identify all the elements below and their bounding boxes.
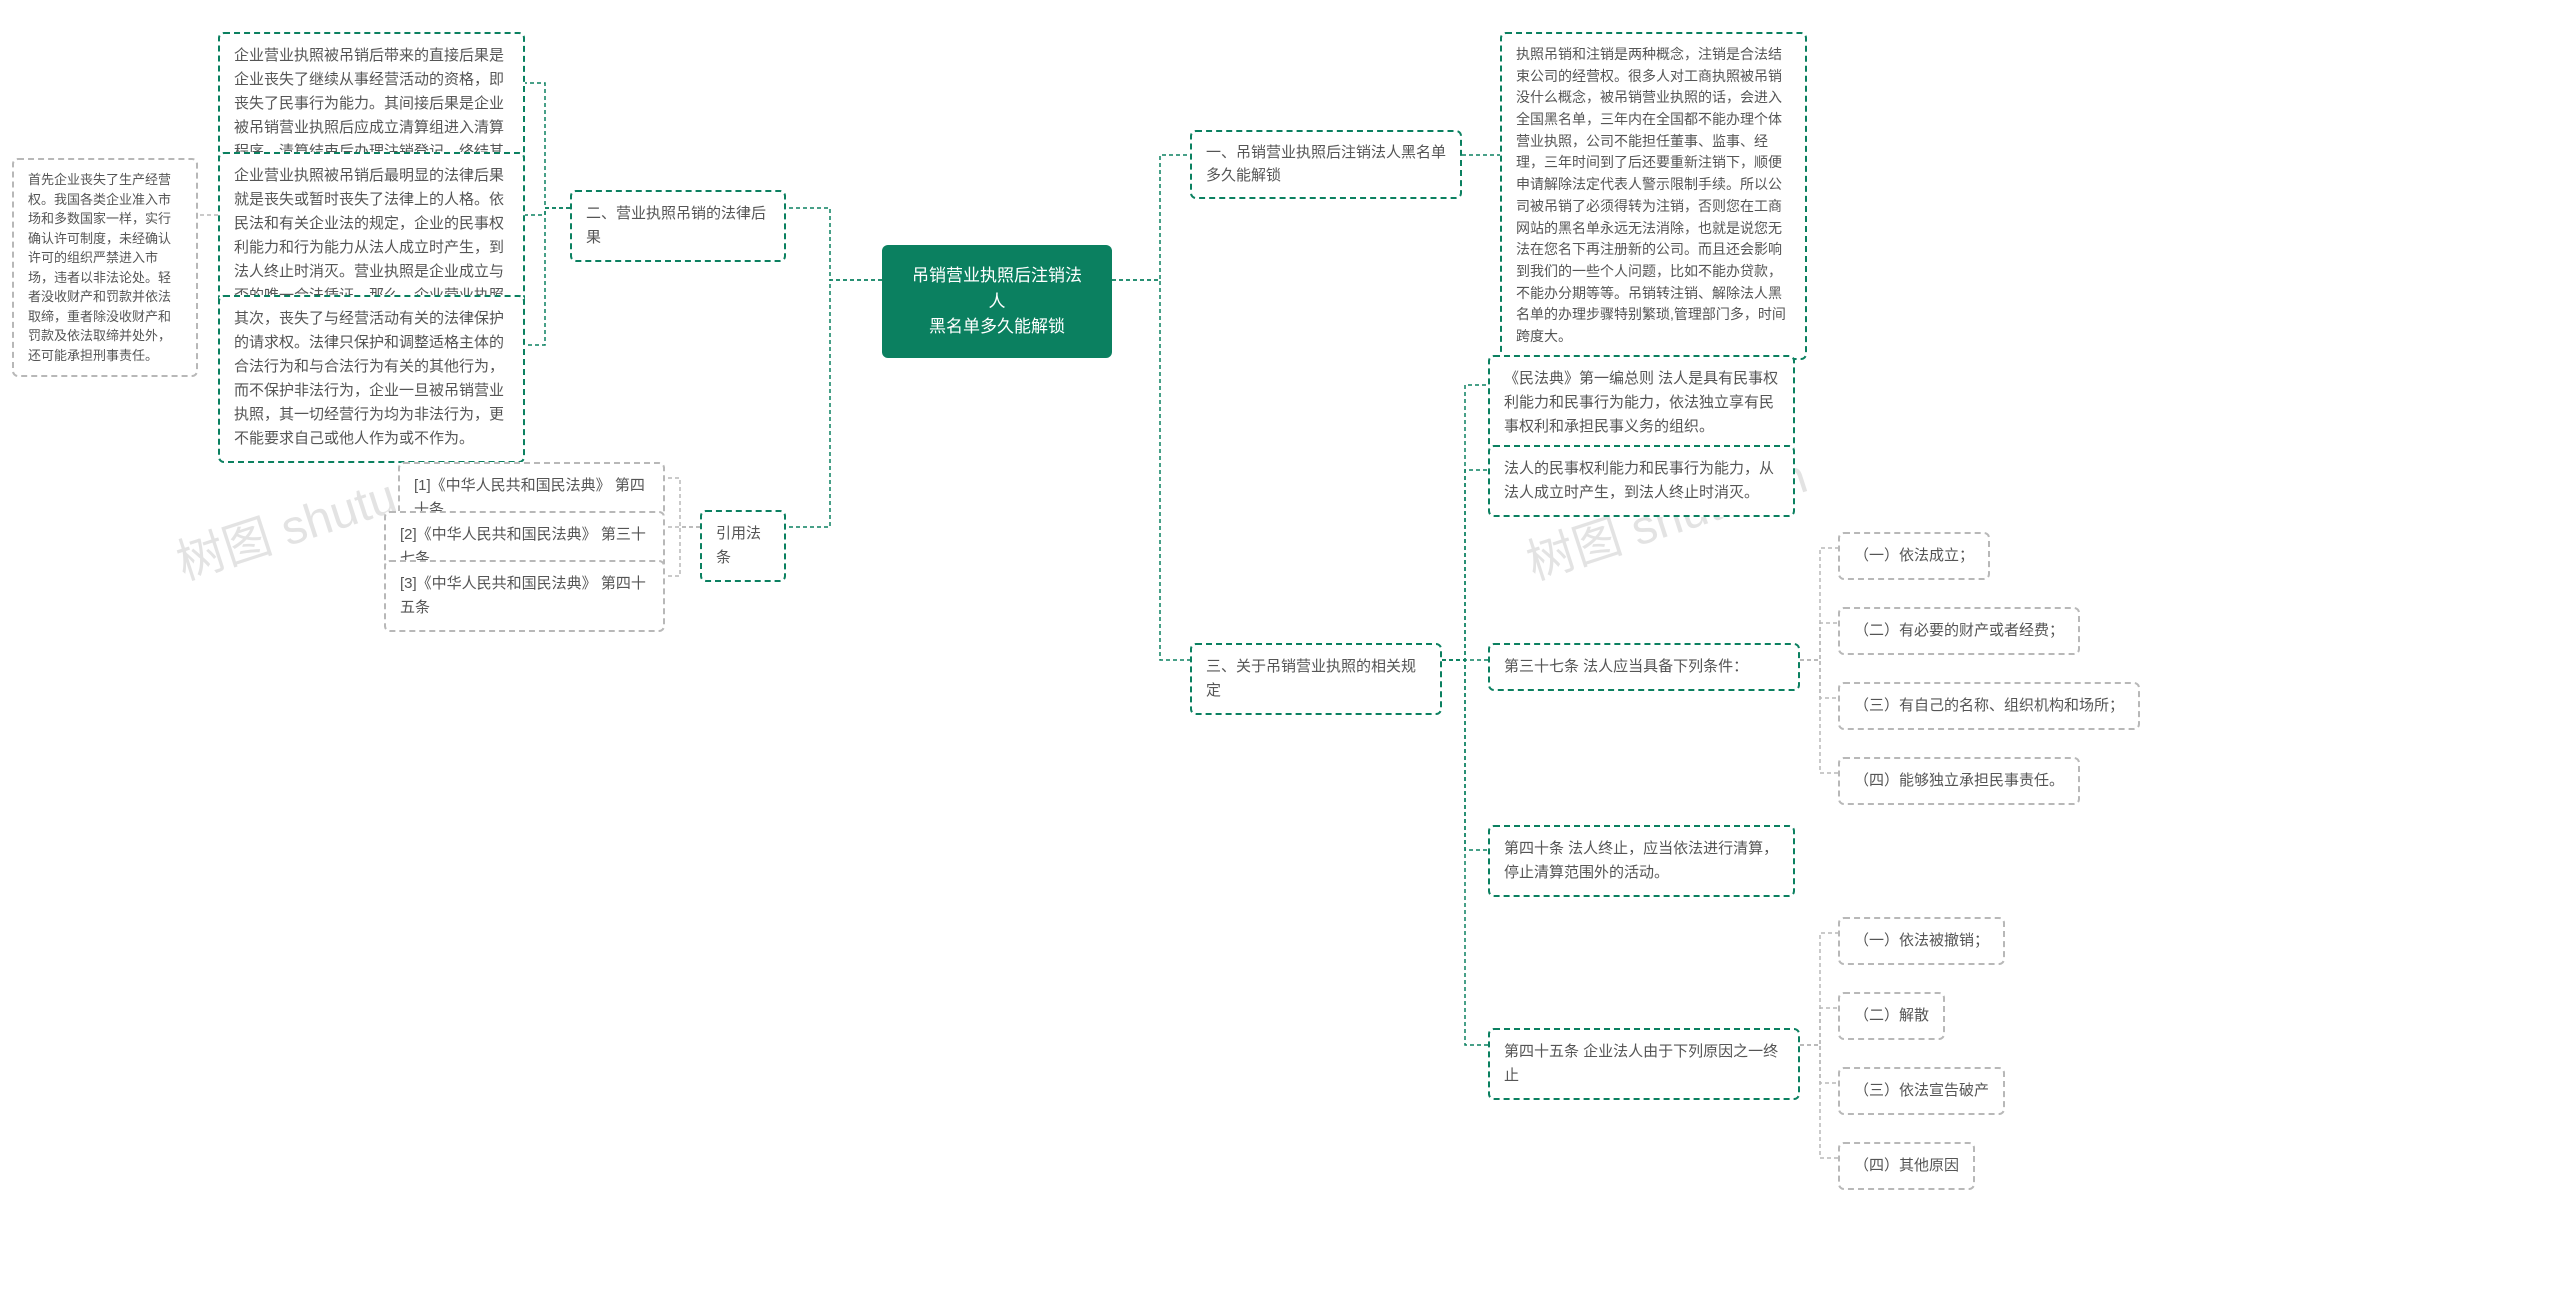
b3-c3-item-4: （四）能够独立承担民事责任。 [1838,757,2080,805]
root-title-1: 吊销营业执照后注销法人 [904,263,1090,314]
branch-2-child-2-sub: 首先企业丧失了生产经营权。我国各类企业准入市场和多数国家一样，实行确认许可制度，… [12,158,198,377]
branch-3-child-3: 第三十七条 法人应当具备下列条件： [1488,643,1800,691]
root-title-2: 黑名单多久能解锁 [904,314,1090,340]
branch-1: 一、吊销营业执照后注销法人黑名单多久能解锁 [1190,130,1462,199]
citations: 引用法条 [700,510,786,582]
branch-3-child-5: 第四十五条 企业法人由于下列原因之一终止 [1488,1028,1800,1100]
b3-c5-item-4: （四）其他原因 [1838,1142,1975,1190]
b3-c3-item-2: （二）有必要的财产或者经费； [1838,607,2080,655]
b3-c5-item-3: （三）依法宣告破产 [1838,1067,2005,1115]
b3-c3-item-3: （三）有自己的名称、组织机构和场所； [1838,682,2140,730]
branch-3-child-2: 法人的民事权利能力和民事行为能力，从法人成立时产生，到法人终止时消灭。 [1488,445,1795,517]
b3-c5-item-2: （二）解散 [1838,992,1945,1040]
branch-1-label: 一、吊销营业执照后注销法人黑名单多久能解锁 [1206,144,1446,184]
branch-3-child-1: 《民法典》第一编总则 法人是具有民事权利能力和民事行为能力，依法独立享有民事权利… [1488,355,1795,451]
branch-3: 三、关于吊销营业执照的相关规定 [1190,643,1442,715]
branch-2-child-3: 其次，丧失了与经营活动有关的法律保护的请求权。法律只保护和调整适格主体的合法行为… [218,295,525,463]
b3-c5-item-1: （一）依法被撤销； [1838,917,2005,965]
branch-3-child-4: 第四十条 法人终止，应当依法进行清算，停止清算范围外的活动。 [1488,825,1795,897]
branch-1-detail: 执照吊销和注销是两种概念，注销是合法结束公司的经营权。很多人对工商执照被吊销没什… [1500,32,1807,360]
b3-c3-item-1: （一）依法成立； [1838,532,1990,580]
citation-3: [3]《中华人民共和国民法典》 第四十五条 [384,560,665,632]
root-node: 吊销营业执照后注销法人 黑名单多久能解锁 [882,245,1112,358]
branch-2: 二、营业执照吊销的法律后果 [570,190,786,262]
